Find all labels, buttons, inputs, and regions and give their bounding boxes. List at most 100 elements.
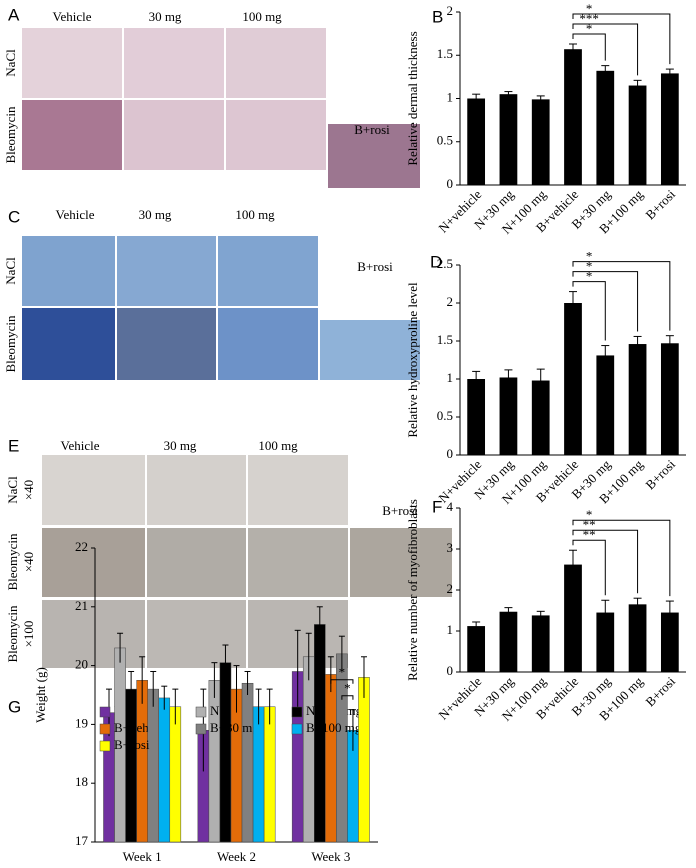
bar [628, 85, 647, 185]
significance-bracket [572, 271, 639, 332]
row-label: NaCl [3, 49, 18, 77]
bar [499, 611, 518, 672]
panel-letter: B [432, 7, 443, 26]
y-tick-label: 2 [447, 3, 454, 18]
y-tick-label: 1.5 [437, 46, 453, 61]
legend-swatch [99, 706, 111, 718]
bar [147, 688, 159, 843]
significance-bracket [572, 13, 671, 65]
y-tick-label: 3 [447, 540, 454, 555]
significance-bracket [341, 695, 354, 700]
micrograph [117, 308, 216, 380]
significance-label: * [586, 1, 593, 16]
y-tick-label: 0 [447, 176, 454, 191]
micrograph [42, 528, 145, 597]
y-tick-label: 2 [447, 294, 454, 309]
micrograph [124, 28, 224, 98]
micrograph [350, 528, 452, 597]
significance-bracket [572, 529, 639, 594]
row-label: Bleomycin [3, 315, 18, 373]
significance-label: * [586, 21, 593, 36]
row-label: NaCl [5, 476, 20, 504]
significance-bracket [572, 23, 639, 76]
y-tick-label: 2 [447, 581, 454, 596]
bar [660, 73, 679, 185]
column-label: 100 mg [258, 438, 298, 453]
micrograph [248, 528, 348, 597]
micrograph [218, 308, 318, 380]
column-label: 30 mg [149, 9, 182, 24]
significance-bracket [572, 539, 606, 596]
panel-letter: F [432, 497, 442, 516]
y-tick-label: 22 [75, 539, 88, 554]
legend-swatch [99, 723, 111, 735]
micrograph [42, 455, 145, 525]
inset-label: B+rosi [354, 122, 390, 137]
panel-letter: G [8, 697, 21, 716]
row-label: ×40 [21, 552, 36, 572]
significance-label: *** [579, 11, 599, 26]
legend-label: B+100 mg [306, 720, 362, 735]
significance-label: * [586, 507, 593, 522]
bar [596, 612, 615, 672]
column-label: Vehicle [53, 9, 92, 24]
micrograph [147, 455, 246, 525]
inset-label: B+rosi [382, 503, 418, 518]
y-axis-label: Weight (g) [33, 667, 48, 723]
bar [564, 303, 582, 455]
micrograph [22, 100, 122, 170]
micrograph [117, 236, 216, 306]
bar [467, 379, 486, 455]
y-tick-label: 20 [75, 657, 88, 672]
significance-bracket [572, 281, 606, 341]
y-tick-label: 17 [75, 833, 89, 848]
y-axis-label: Relative number of myofibroblasts [405, 499, 420, 681]
bar [660, 343, 679, 455]
significance-label: * [339, 665, 346, 680]
bar [125, 688, 137, 843]
legend-swatch [291, 706, 303, 718]
row-label: Bleomycin [5, 533, 20, 591]
bar [241, 682, 254, 843]
inset-label: B+rosi [357, 259, 393, 274]
micrograph [42, 600, 145, 668]
bar [325, 674, 337, 843]
row-label: ×40 [21, 480, 36, 500]
significance-label: * [344, 681, 351, 696]
x-tick-label: Week 1 [123, 849, 162, 864]
panel-letter: A [8, 5, 20, 24]
y-tick-label: 0.5 [437, 133, 453, 148]
x-tick-label: B+rosi [642, 186, 678, 222]
panel-letter: D [430, 252, 442, 271]
significance-bracket [330, 679, 354, 684]
bar [660, 612, 679, 672]
x-tick-label: B+rosi [642, 673, 678, 709]
y-tick-label: 1.5 [437, 332, 453, 347]
y-tick-label: 4 [447, 499, 454, 514]
significance-label: ** [583, 527, 596, 542]
micrograph [147, 600, 246, 668]
row-label: Bleomycin [3, 106, 18, 164]
micrograph [248, 455, 348, 525]
bar [531, 99, 550, 185]
bar [252, 706, 265, 843]
y-tick-label: 18 [75, 774, 88, 789]
significance-label: * [586, 269, 593, 284]
micrograph [218, 236, 318, 306]
micrograph [22, 28, 122, 98]
bar [467, 98, 486, 185]
y-tick-label: 1 [447, 89, 454, 104]
x-tick-label: B+rosi [642, 456, 678, 492]
legend-swatch [195, 723, 207, 735]
legend-label: B+30 mg [210, 720, 259, 735]
significance-bracket [572, 519, 671, 597]
bar [596, 355, 615, 455]
legend-swatch [291, 723, 303, 735]
legend-swatch [99, 740, 111, 752]
y-tick-label: 19 [75, 715, 88, 730]
micrograph [124, 100, 224, 170]
column-label: Vehicle [56, 207, 95, 222]
micrograph [22, 308, 115, 380]
bar [136, 680, 148, 843]
